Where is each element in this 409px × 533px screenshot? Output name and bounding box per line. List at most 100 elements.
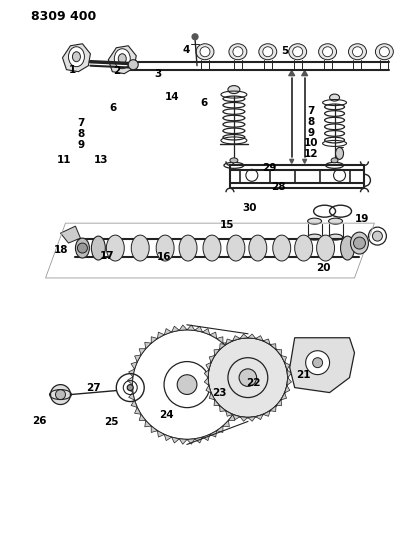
Polygon shape <box>108 46 136 74</box>
Text: 22: 22 <box>245 378 260 389</box>
Ellipse shape <box>91 236 105 260</box>
Polygon shape <box>219 406 225 411</box>
Polygon shape <box>204 377 208 385</box>
Polygon shape <box>225 411 232 416</box>
Polygon shape <box>228 414 234 421</box>
Polygon shape <box>232 415 240 419</box>
Polygon shape <box>233 355 239 362</box>
Text: 2: 2 <box>113 66 121 76</box>
Ellipse shape <box>294 235 312 261</box>
Polygon shape <box>270 344 275 350</box>
Text: 8: 8 <box>77 128 84 139</box>
Polygon shape <box>204 370 208 377</box>
Text: 26: 26 <box>32 416 47 425</box>
Text: 7: 7 <box>307 107 314 116</box>
Polygon shape <box>219 344 225 350</box>
Polygon shape <box>241 377 246 385</box>
Ellipse shape <box>226 235 244 261</box>
Polygon shape <box>134 355 141 362</box>
Polygon shape <box>131 400 137 407</box>
Circle shape <box>177 375 196 394</box>
Polygon shape <box>202 328 209 335</box>
Text: 9: 9 <box>77 140 84 150</box>
Ellipse shape <box>316 235 334 261</box>
Polygon shape <box>236 400 243 407</box>
Circle shape <box>305 351 329 375</box>
Polygon shape <box>280 393 286 400</box>
Polygon shape <box>187 325 194 330</box>
Polygon shape <box>284 385 289 393</box>
Text: 19: 19 <box>354 214 369 224</box>
Polygon shape <box>187 439 194 444</box>
Text: 24: 24 <box>158 410 173 420</box>
Polygon shape <box>216 337 222 343</box>
Polygon shape <box>289 338 354 393</box>
Ellipse shape <box>106 235 124 261</box>
Ellipse shape <box>202 235 220 261</box>
Circle shape <box>77 243 87 253</box>
Ellipse shape <box>348 44 366 60</box>
Ellipse shape <box>232 47 242 56</box>
Polygon shape <box>289 159 293 163</box>
Text: 15: 15 <box>220 220 234 230</box>
Ellipse shape <box>322 47 332 56</box>
Ellipse shape <box>196 44 213 60</box>
Text: 3: 3 <box>154 69 161 79</box>
Ellipse shape <box>350 232 368 254</box>
Text: 20: 20 <box>315 263 330 272</box>
Ellipse shape <box>272 235 290 261</box>
Ellipse shape <box>335 148 343 159</box>
Polygon shape <box>209 332 216 338</box>
Ellipse shape <box>262 47 272 56</box>
Text: 5: 5 <box>280 46 288 56</box>
Polygon shape <box>284 362 289 370</box>
Polygon shape <box>228 349 234 355</box>
Polygon shape <box>205 385 211 393</box>
Ellipse shape <box>258 44 276 60</box>
Polygon shape <box>179 325 187 330</box>
Polygon shape <box>61 226 80 243</box>
Polygon shape <box>128 392 134 400</box>
Ellipse shape <box>378 47 389 56</box>
Polygon shape <box>240 334 247 338</box>
Polygon shape <box>247 334 255 338</box>
Polygon shape <box>255 336 263 341</box>
Polygon shape <box>275 400 281 406</box>
Polygon shape <box>209 393 214 400</box>
Circle shape <box>207 338 287 417</box>
Polygon shape <box>213 350 219 356</box>
Polygon shape <box>205 362 211 370</box>
Polygon shape <box>240 417 247 421</box>
Text: 9: 9 <box>307 127 314 138</box>
Text: 8309 400: 8309 400 <box>31 10 96 23</box>
Ellipse shape <box>200 47 209 56</box>
Polygon shape <box>209 356 214 362</box>
Polygon shape <box>286 370 291 377</box>
Polygon shape <box>241 385 246 392</box>
Ellipse shape <box>288 44 306 60</box>
Ellipse shape <box>227 86 239 94</box>
Ellipse shape <box>68 47 84 67</box>
Polygon shape <box>134 407 141 414</box>
Text: 17: 17 <box>99 251 114 261</box>
Text: 29: 29 <box>262 163 276 173</box>
Circle shape <box>238 369 256 386</box>
Polygon shape <box>232 336 240 341</box>
Circle shape <box>50 385 70 405</box>
Polygon shape <box>164 328 171 335</box>
Text: 30: 30 <box>242 203 256 213</box>
Text: 21: 21 <box>295 370 310 381</box>
Ellipse shape <box>131 235 149 261</box>
Text: 14: 14 <box>164 92 179 101</box>
Polygon shape <box>127 385 133 392</box>
Ellipse shape <box>340 236 354 260</box>
Polygon shape <box>302 159 306 163</box>
Polygon shape <box>151 337 157 343</box>
Polygon shape <box>202 434 209 441</box>
Ellipse shape <box>179 235 197 261</box>
Text: 8: 8 <box>307 117 314 127</box>
Polygon shape <box>275 350 281 356</box>
Ellipse shape <box>330 158 337 163</box>
Polygon shape <box>157 332 164 338</box>
Text: 28: 28 <box>271 182 285 192</box>
